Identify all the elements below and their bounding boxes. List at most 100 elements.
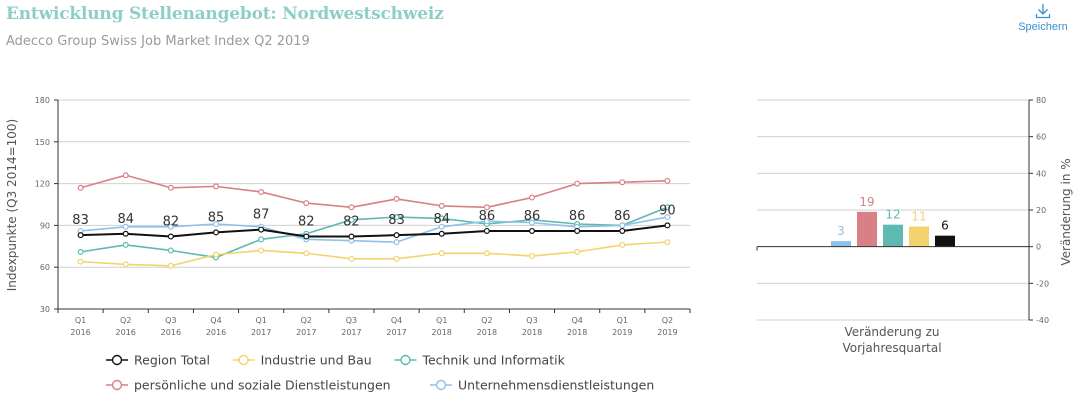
bar-chart: 3 19 12 11 6 -40 -20 0 20 40 60 80 Veränderung in … — [756, 96, 1073, 355]
legend-item: Region Total — [106, 353, 210, 368]
y-axis-title: Indexpunkte (Q3 2014=100) — [5, 119, 19, 291]
data-point — [167, 262, 174, 269]
y-tick-label: 60 — [1036, 133, 1046, 142]
data-point — [167, 223, 174, 230]
line-chart: 30 60 90 120 150 180 Q1 2016 Q2 2016 Q3 2016 Q4 2016 Q… — [5, 96, 691, 337]
data-label: 85 — [208, 210, 225, 225]
legend-marker — [238, 354, 249, 366]
data-point — [122, 172, 129, 179]
save-button[interactable]: Speichern — [1013, 3, 1073, 33]
data-point — [438, 215, 445, 222]
data-point — [619, 222, 626, 229]
x-tick-label-quarter: Q1 — [436, 316, 447, 325]
legend-item: Unternehmensdienstleistungen — [430, 378, 654, 393]
y-tick-label: 180 — [35, 96, 50, 105]
y-tick-label: 40 — [1036, 169, 1046, 178]
data-point — [122, 230, 129, 237]
data-label: 82 — [163, 215, 180, 230]
x-tick-label-quarter: Q2 — [662, 316, 673, 325]
x-tick-label-year: 2018 — [432, 328, 452, 337]
bar — [857, 211, 877, 247]
data-point — [438, 230, 445, 237]
data-point — [122, 223, 129, 230]
x-tick-label-quarter: Q4 — [571, 316, 582, 325]
series-industrie — [77, 239, 671, 269]
data-point — [574, 248, 581, 255]
x-tick-label-quarter: Q3 — [165, 316, 176, 325]
data-point — [664, 222, 671, 229]
data-point — [619, 227, 626, 234]
data-point — [483, 250, 490, 257]
y-tick-label: 20 — [1036, 206, 1046, 215]
data-label: 84 — [433, 212, 450, 227]
data-point — [393, 195, 400, 202]
data-point — [303, 233, 310, 240]
data-point — [438, 223, 445, 230]
bar-x-axis-title-line2: Vorjahresquartal — [842, 341, 941, 355]
x-tick-label-year: 2016 — [116, 328, 136, 337]
bar-x-axis-title-line1: Veränderung zu — [844, 325, 939, 339]
bar-chart-axes: -40 -20 0 20 40 60 80 — [756, 96, 1049, 325]
data-point — [393, 239, 400, 246]
x-tick-label-year: 2018 — [477, 328, 497, 337]
legend-marker — [111, 379, 123, 391]
x-tick-label-year: 2018 — [522, 328, 542, 337]
save-label: Speichern — [1018, 21, 1068, 33]
legend-label: Technik und Informatik — [421, 353, 565, 368]
y-tick-label: 150 — [35, 138, 50, 147]
x-tick-label-year: 2017 — [386, 328, 406, 337]
data-point — [303, 250, 310, 257]
x-tick-label-quarter: Q2 — [301, 316, 312, 325]
data-point — [483, 227, 490, 234]
data-point — [619, 241, 626, 248]
data-point — [528, 227, 535, 234]
data-point — [258, 236, 265, 243]
bar-label: 6 — [941, 219, 949, 233]
data-point — [438, 202, 445, 209]
x-tick-label-year: 2017 — [251, 328, 271, 337]
x-tick-label-year: 2017 — [341, 328, 361, 337]
legend-item: persönliche und soziale Dienstleistungen — [106, 378, 391, 393]
bar-chart-bars: 3 19 12 11 6 — [831, 195, 955, 247]
legend-label: Unternehmensdienstleistungen — [458, 378, 654, 393]
data-point — [348, 204, 355, 211]
y-tick-label: 0 — [1036, 243, 1041, 252]
y-tick-label: 30 — [40, 305, 50, 314]
series-region_total — [77, 222, 671, 240]
data-label: 83 — [72, 213, 89, 228]
y-tick-label: 90 — [40, 221, 50, 230]
x-tick-label-quarter: Q1 — [255, 316, 266, 325]
x-tick-label-year: 2019 — [612, 328, 632, 337]
data-point — [213, 229, 220, 236]
data-point — [77, 184, 84, 191]
line-chart-axes: 30 60 90 120 150 180 Q1 2016 Q2 2016 Q3 2016 Q4 2016 Q… — [35, 96, 691, 337]
y-tick-label: 80 — [1036, 96, 1046, 105]
data-point — [303, 200, 310, 207]
y-tick-label: -40 — [1036, 316, 1049, 325]
series-line-unternehmen — [80, 216, 668, 243]
y-tick-label: 120 — [35, 180, 50, 189]
data-point — [393, 214, 400, 221]
data-point — [664, 204, 671, 211]
bar-label: 3 — [837, 224, 845, 238]
data-label: 87 — [253, 208, 270, 223]
chart-title: Entwicklung Stellenangebot: Nordwestschw… — [6, 4, 444, 24]
x-tick-label-year: 2016 — [161, 328, 181, 337]
series-line-industrie — [80, 241, 668, 267]
bar — [909, 226, 929, 247]
data-point — [258, 188, 265, 195]
x-tick-label-year: 2016 — [206, 328, 226, 337]
data-point — [167, 247, 174, 254]
data-point — [122, 261, 129, 268]
bar-label: 12 — [885, 208, 900, 222]
bar-y-axis-title: Veränderung in % — [1059, 158, 1073, 265]
line-chart-data-labels: 83 84 82 85 87 82 82 83 84 86 86 86 86 90 — [72, 203, 675, 229]
data-point — [528, 253, 535, 260]
data-label: 86 — [479, 209, 496, 224]
bar-label: 11 — [911, 210, 926, 224]
legend-label: Region Total — [134, 353, 210, 368]
data-point — [213, 251, 220, 258]
x-tick-label-quarter: Q1 — [75, 316, 86, 325]
bar — [883, 224, 903, 247]
